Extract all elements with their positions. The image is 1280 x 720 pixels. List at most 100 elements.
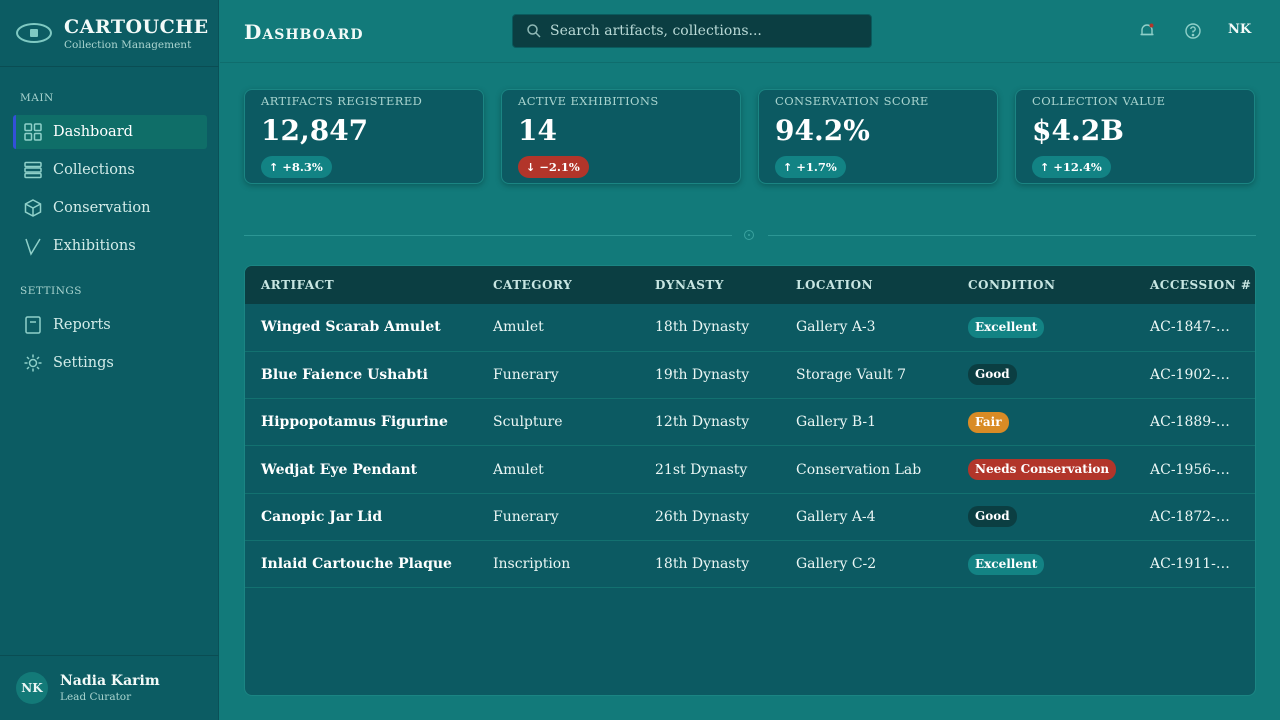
cell-condition: Excellent <box>952 540 1134 587</box>
sun-gear-icon <box>22 352 44 374</box>
brand-subtitle: Collection Management <box>64 39 192 51</box>
cell-category: Funerary <box>493 508 559 525</box>
table-row[interactable]: Wedjat Eye Pendant Amulet 21st Dynasty C… <box>245 446 1255 494</box>
stat-value: $4.2B <box>1032 114 1124 147</box>
sidebar-item-collections[interactable]: Collections <box>13 153 207 187</box>
stat-delta-badge: ↑ +12.4% <box>1032 156 1111 178</box>
arrow-up-icon: ↑ <box>1040 160 1050 174</box>
stat-card-value: COLLECTION VALUE $4.2B ↑ +12.4% <box>1015 89 1255 184</box>
sidebar: CARTOUCHE Collection Management MAIN Das… <box>0 0 219 720</box>
ornamental-divider <box>244 228 1256 242</box>
stat-label: ARTIFACTS REGISTERED <box>261 94 423 108</box>
column-header-accession[interactable]: ACCESSION # <box>1150 278 1252 292</box>
chevron-v-icon <box>22 235 44 257</box>
stat-delta: +12.4% <box>1053 160 1102 174</box>
divider-line <box>244 235 732 236</box>
sidebar-item-conservation[interactable]: Conservation <box>13 191 207 225</box>
table-row[interactable]: Canopic Jar Lid Funerary 26th Dynasty Ga… <box>245 493 1255 541</box>
stat-delta: +8.3% <box>282 160 323 174</box>
table-header-row: ARTIFACT CATEGORY DYNASTY LOCATION CONDI… <box>245 266 1255 304</box>
notification-bell-icon[interactable] <box>1136 20 1158 42</box>
arrow-up-icon: ↑ <box>269 160 279 174</box>
column-header-condition[interactable]: CONDITION <box>968 278 1056 292</box>
cube-icon <box>22 197 44 219</box>
sidebar-item-label: Dashboard <box>53 124 133 140</box>
divider <box>0 66 219 67</box>
table-row[interactable]: Hippopotamus Figurine Sculpture 12th Dyn… <box>245 399 1255 446</box>
sidebar-item-exhibitions[interactable]: Exhibitions <box>13 229 207 263</box>
divider-line <box>768 235 1256 236</box>
cell-category: Sculpture <box>493 414 563 431</box>
grid-icon <box>22 121 44 143</box>
cell-accession: AC-1889-0... <box>1150 414 1239 431</box>
cell-artifact: Inlaid Cartouche Plaque <box>261 556 452 573</box>
sidebar-item-label: Collections <box>53 162 135 178</box>
table-row[interactable]: Blue Faience Ushabti Funerary 19th Dynas… <box>245 351 1255 399</box>
cell-condition: Good <box>952 493 1134 540</box>
search-icon <box>527 24 541 38</box>
avatar[interactable]: NK <box>16 672 48 704</box>
user-menu-initials[interactable]: NK <box>1228 22 1252 37</box>
stat-card-conservation: CONSERVATION SCORE 94.2% ↑ +1.7% <box>758 89 998 184</box>
stat-label: ACTIVE EXHIBITIONS <box>518 94 659 108</box>
cell-location: Gallery A-4 <box>796 508 876 525</box>
status-badge: Good <box>968 506 1017 528</box>
stat-delta-badge: ↓ −2.1% <box>518 156 589 178</box>
cell-category: Inscription <box>493 556 571 573</box>
cell-accession: AC-1956-2... <box>1150 461 1239 478</box>
help-icon[interactable] <box>1182 20 1204 42</box>
cartouche-logo-icon <box>16 23 52 43</box>
cell-accession: AC-1911-1... <box>1150 556 1239 573</box>
user-role: Lead Curator <box>60 691 132 703</box>
stat-label: CONSERVATION SCORE <box>775 94 929 108</box>
cell-category: Amulet <box>493 319 544 336</box>
cell-condition: Needs Conservation <box>952 446 1134 493</box>
arrow-down-icon: ↓ <box>526 160 536 174</box>
stat-value: 94.2% <box>775 114 870 147</box>
stat-delta: +1.7% <box>796 160 837 174</box>
header: Dashboard NK <box>220 0 1280 63</box>
cell-dynasty: 18th Dynasty <box>655 319 750 336</box>
column-header-category[interactable]: CATEGORY <box>493 278 573 292</box>
cell-location: Conservation Lab <box>796 461 922 478</box>
cell-category: Amulet <box>493 461 544 478</box>
sidebar-item-label: Reports <box>53 317 111 333</box>
cell-artifact: Canopic Jar Lid <box>261 508 383 525</box>
cell-accession: AC-1902-1... <box>1150 366 1239 383</box>
table-row[interactable]: Inlaid Cartouche Plaque Inscription 18th… <box>245 540 1255 588</box>
sidebar-item-label: Settings <box>53 355 114 371</box>
column-header-artifact[interactable]: ARTIFACT <box>261 278 335 292</box>
stat-delta-badge: ↑ +1.7% <box>775 156 846 178</box>
search-bar[interactable] <box>512 14 872 48</box>
sidebar-item-settings[interactable]: Settings <box>13 346 207 380</box>
cell-condition: Good <box>952 351 1134 398</box>
cell-condition: Excellent <box>952 304 1134 351</box>
cell-condition: Fair <box>952 399 1134 446</box>
status-badge: Good <box>968 364 1017 386</box>
brand[interactable]: CARTOUCHE Collection Management <box>16 16 216 51</box>
status-badge: Fair <box>968 411 1009 433</box>
cell-artifact: Winged Scarab Amulet <box>261 319 441 336</box>
document-icon <box>22 314 44 336</box>
stat-card-artifacts: ARTIFACTS REGISTERED 12,847 ↑ +8.3% <box>244 89 484 184</box>
user-profile[interactable]: NK Nadia Karim Lead Curator <box>0 655 219 720</box>
nav-section-title-settings: SETTINGS <box>20 285 82 297</box>
cell-category: Funerary <box>493 366 559 383</box>
column-header-dynasty[interactable]: DYNASTY <box>655 278 724 292</box>
stat-card-exhibitions: ACTIVE EXHIBITIONS 14 ↓ −2.1% <box>501 89 741 184</box>
cell-dynasty: 21st Dynasty <box>655 461 748 478</box>
sidebar-item-dashboard[interactable]: Dashboard <box>13 115 207 149</box>
stack-icon <box>22 159 44 181</box>
cell-artifact: Wedjat Eye Pendant <box>261 461 418 478</box>
nav-section-title-main: MAIN <box>20 92 54 104</box>
cell-location: Gallery C-2 <box>796 556 877 573</box>
cell-accession: AC-1847-0... <box>1150 319 1239 336</box>
cell-artifact: Blue Faience Ushabti <box>261 366 428 383</box>
column-header-location[interactable]: LOCATION <box>796 278 874 292</box>
table-row[interactable]: Winged Scarab Amulet Amulet 18th Dynasty… <box>245 304 1255 352</box>
cell-location: Gallery B-1 <box>796 414 877 431</box>
sidebar-item-reports[interactable]: Reports <box>13 308 207 342</box>
search-input[interactable] <box>550 23 850 39</box>
sidebar-item-label: Conservation <box>53 200 151 216</box>
cell-location: Gallery A-3 <box>796 319 876 336</box>
